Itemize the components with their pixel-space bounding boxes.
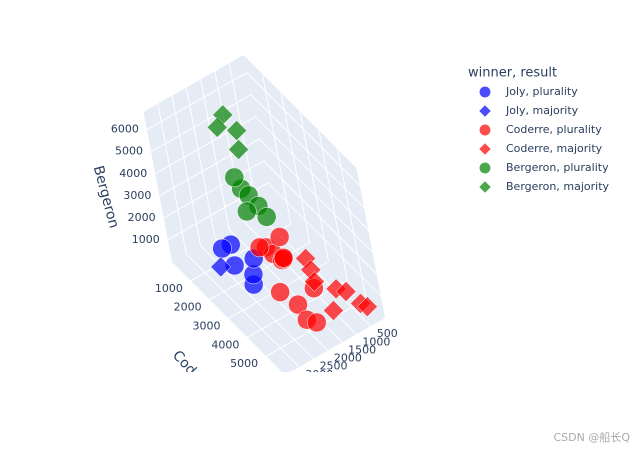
grid-line: [200, 79, 230, 230]
x-tick-label: 1500: [348, 343, 376, 356]
circle-marker: [479, 86, 491, 98]
z-tick-label: 3000: [123, 189, 151, 202]
x-tick-label: 3000: [305, 368, 333, 381]
grid-line: [171, 95, 202, 246]
legend-label: Joly, majority: [505, 104, 579, 117]
diamond-marker: [335, 281, 357, 302]
watermark: CSDN @船长Q: [553, 430, 630, 444]
grid-line: [157, 103, 187, 254]
legend: winner, result Joly, plurality Joly, majo…: [468, 66, 610, 194]
circle-marker: [269, 227, 290, 247]
grid-line: [318, 130, 348, 281]
grid-line: [246, 72, 361, 187]
y-axis-title: Coderre: [169, 348, 218, 400]
y-tick-label: 5000: [230, 357, 258, 370]
diamond-marker: [226, 120, 247, 141]
z-axis-title: Bergeron: [90, 164, 122, 230]
y-tick-label: 1000: [155, 282, 183, 295]
grid-line: [254, 116, 369, 231]
grid-line: [280, 92, 311, 243]
diamond-marker: [478, 142, 492, 156]
x-tick-label: 2500: [320, 360, 348, 373]
x-tick-label: 500: [377, 327, 398, 340]
scene: 5001000150020002500300010002000300040005…: [111, 55, 398, 400]
diamond-marker: [478, 104, 492, 118]
z-tick-label: 1000: [132, 233, 160, 246]
circle-marker: [249, 237, 270, 258]
circle-marker: [273, 248, 294, 268]
diamond-marker: [206, 116, 228, 138]
circle-marker: [237, 201, 257, 222]
grid-line: [163, 160, 264, 219]
grid-line: [259, 138, 373, 253]
circle-marker: [479, 162, 491, 174]
diamond-marker: [478, 180, 492, 194]
grid-line: [299, 111, 329, 262]
legend-label: Coderre, plurality: [506, 123, 602, 136]
z-tick-label: 4000: [119, 167, 147, 180]
legend-label: Bergeron, majority: [506, 180, 610, 193]
circle-marker: [288, 294, 308, 315]
diamond-marker: [210, 256, 232, 278]
y-tick-label: 3000: [193, 320, 221, 333]
z-tick-label: 2000: [128, 211, 156, 224]
z-tick-label: 6000: [111, 123, 139, 136]
circle-marker: [307, 312, 327, 333]
grid-line: [250, 94, 365, 209]
grid-line: [150, 94, 252, 153]
legend-title: winner, result: [468, 66, 557, 81]
diamond-marker: [228, 139, 249, 160]
z-tick-label: 5000: [115, 145, 143, 158]
circle-marker: [224, 167, 245, 188]
x-tick-label: 1000: [362, 335, 390, 348]
diamond-marker: [323, 300, 344, 321]
x-tick-label: 2000: [334, 352, 362, 365]
grid-line: [267, 182, 382, 297]
legend-label: Coderre, majority: [506, 142, 603, 155]
grid-line: [337, 149, 367, 300]
grid-line: [185, 87, 216, 238]
grid-line: [263, 160, 377, 275]
circle-marker: [212, 238, 232, 259]
grid-line: [261, 73, 292, 224]
circle-marker: [256, 207, 277, 227]
legend-label: Bergeron, plurality: [506, 161, 609, 174]
grid-line: [146, 72, 248, 131]
legend-label: Joly, plurality: [505, 85, 578, 98]
y-tick-label: 4000: [211, 338, 239, 351]
circle-marker: [479, 124, 491, 136]
circle-marker: [270, 282, 290, 302]
diamond-marker: [304, 271, 325, 292]
y-tick-label: 2000: [174, 301, 202, 314]
diamond-marker: [357, 296, 378, 318]
